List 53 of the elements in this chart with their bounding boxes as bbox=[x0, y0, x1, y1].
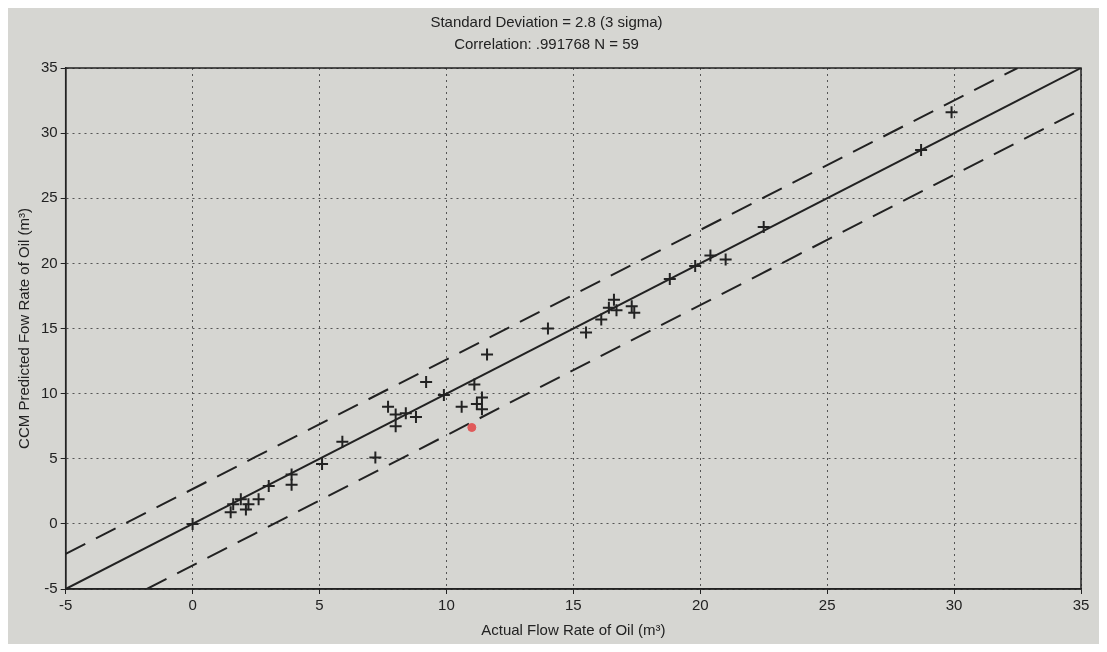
point bbox=[408, 410, 423, 425]
point bbox=[688, 258, 703, 273]
point bbox=[388, 419, 403, 434]
x-tick-label: 35 bbox=[1072, 596, 1090, 614]
point bbox=[454, 399, 469, 414]
point bbox=[474, 390, 489, 405]
x-tick-label: 10 bbox=[438, 596, 455, 614]
x-axis-title: Actual Flow Rate of Oil (m³) bbox=[481, 621, 666, 639]
point bbox=[185, 516, 200, 531]
point bbox=[579, 325, 594, 340]
point bbox=[335, 434, 350, 449]
point bbox=[223, 505, 238, 520]
x-tick-label: 15 bbox=[565, 596, 582, 614]
y-tick-label: 5 bbox=[49, 448, 58, 466]
point bbox=[606, 292, 621, 307]
point bbox=[944, 105, 959, 120]
point bbox=[284, 477, 299, 492]
point bbox=[467, 377, 482, 392]
x-tick-label: 0 bbox=[188, 596, 197, 614]
y-axis-title: CCM Predicted Fow Rate of Oil (m³) bbox=[15, 208, 33, 449]
point bbox=[315, 456, 330, 471]
point bbox=[594, 312, 609, 327]
point bbox=[226, 497, 241, 512]
y-tick-label: 25 bbox=[41, 188, 58, 206]
y-tick-label: 10 bbox=[41, 383, 58, 401]
point bbox=[718, 252, 733, 267]
point bbox=[261, 479, 276, 494]
y-tick-label: -5 bbox=[44, 579, 58, 597]
point bbox=[368, 450, 383, 465]
y-tick-label: 20 bbox=[41, 253, 58, 271]
point bbox=[398, 406, 413, 421]
point bbox=[662, 272, 677, 287]
point bbox=[436, 387, 451, 402]
point bbox=[467, 422, 477, 432]
point bbox=[703, 248, 718, 263]
chart-title: Standard Deviation = 2.8 (3 sigma) bbox=[430, 13, 663, 31]
y-tick-label: 0 bbox=[49, 514, 58, 532]
chart-subtitle: Correlation: .991768 N = 59 bbox=[454, 35, 639, 53]
point bbox=[480, 347, 495, 362]
point bbox=[756, 219, 771, 234]
y-tick-label: 15 bbox=[41, 318, 58, 336]
point bbox=[914, 143, 929, 158]
x-tick-label: 5 bbox=[315, 596, 324, 614]
y-tick-label: 30 bbox=[41, 123, 58, 141]
point bbox=[251, 492, 266, 507]
point bbox=[284, 467, 299, 482]
y-tick-label: 35 bbox=[41, 58, 58, 76]
point bbox=[238, 502, 253, 517]
point bbox=[540, 321, 555, 336]
x-tick-label: 30 bbox=[945, 596, 963, 614]
x-tick-label: 25 bbox=[818, 596, 836, 614]
point bbox=[419, 374, 434, 389]
x-tick-label: 20 bbox=[691, 596, 709, 614]
